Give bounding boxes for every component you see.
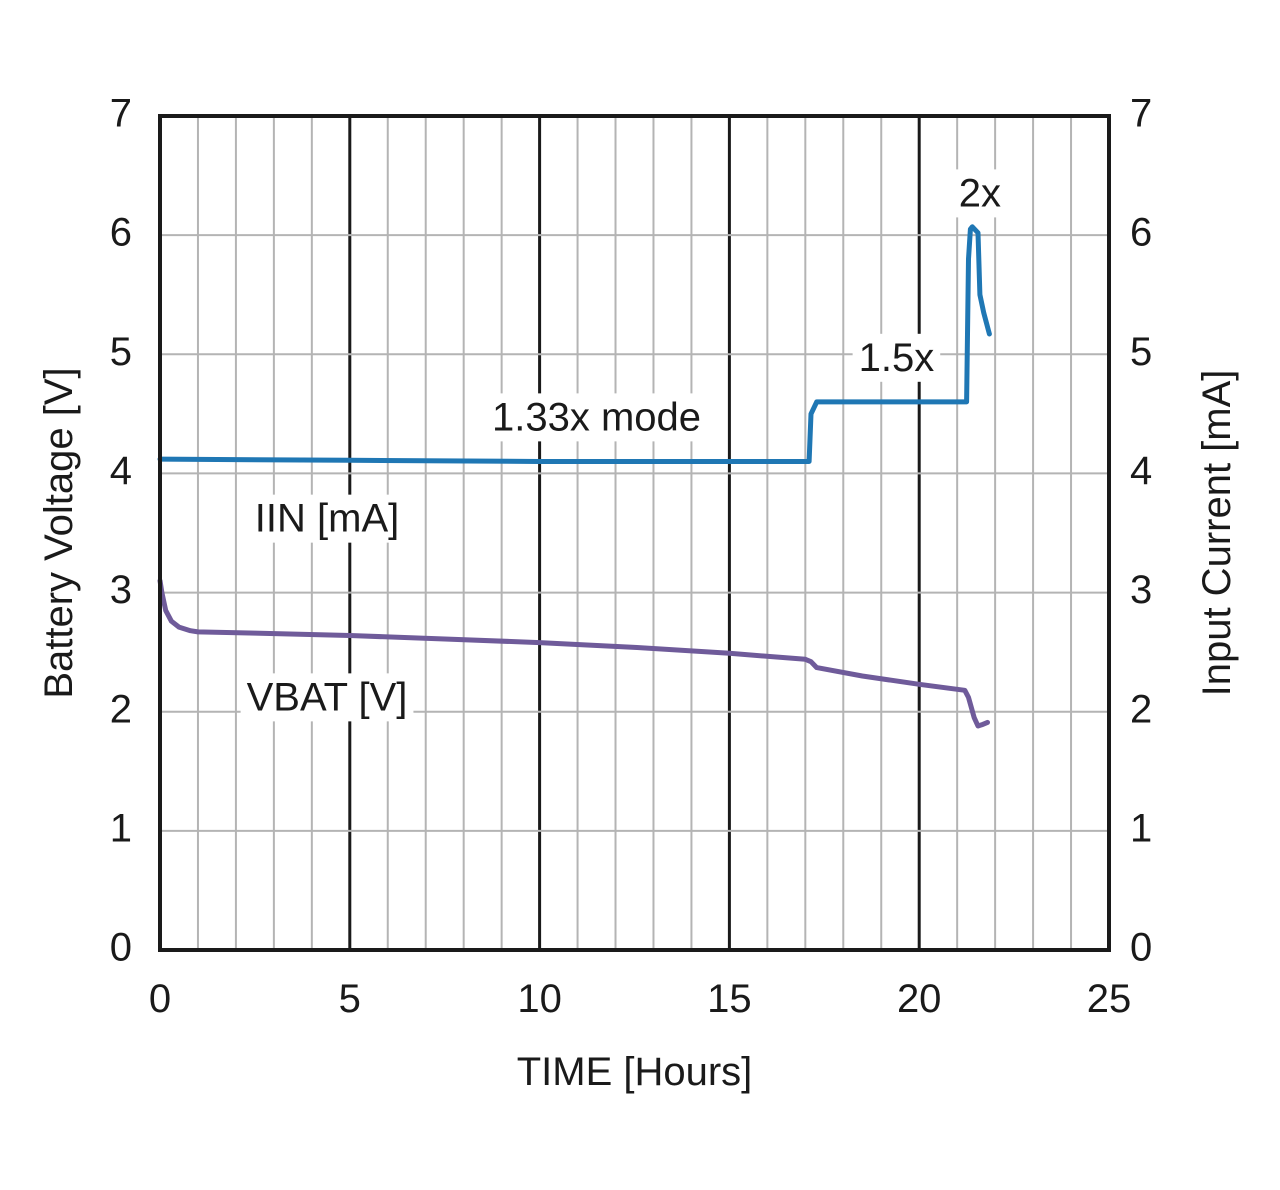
x-tick-label: 25 <box>1087 977 1132 1021</box>
series-line-vbat <box>157 578 990 729</box>
annotation-label-background <box>240 673 414 722</box>
y-right-tick-label: 7 <box>1130 92 1152 136</box>
x-tick-label: 5 <box>339 977 361 1021</box>
series-line-iin <box>157 224 992 464</box>
annotation-labels: 1.33x mode 1.5x 2x IIN [mA] VBAT [V] <box>240 169 1008 722</box>
annotation-label: VBAT [V] <box>247 675 408 719</box>
y-left-tick-label: 1 <box>110 806 132 850</box>
annotation-label-background <box>248 494 406 543</box>
x-tick-label: 15 <box>707 977 752 1021</box>
annotation-label: 2x <box>959 171 1001 215</box>
y-right-tick-labels: 0 1 2 3 4 5 6 7 <box>1130 92 1152 970</box>
annotation-label: 1.5x <box>859 336 935 380</box>
y-left-tick-label: 6 <box>110 211 132 255</box>
y-left-tick-label: 2 <box>110 687 132 731</box>
annotation-label-background <box>486 393 708 442</box>
y-left-tick-label: 5 <box>110 330 132 374</box>
y-right-tick-label: 5 <box>1130 330 1152 374</box>
x-tick-label: 20 <box>897 977 942 1021</box>
y-right-axis-title: Input Current [mA] <box>1195 370 1239 697</box>
y-left-tick-label: 4 <box>110 449 132 493</box>
y-left-tick-label: 3 <box>110 568 132 612</box>
grid-lines <box>160 116 1109 950</box>
annotation-label-background <box>952 169 1008 218</box>
x-tick-label: 0 <box>149 977 171 1021</box>
y-left-tick-label: 0 <box>110 926 132 970</box>
y-right-tick-label: 4 <box>1130 449 1152 493</box>
y-right-tick-label: 2 <box>1130 687 1152 731</box>
y-right-tick-label: 6 <box>1130 211 1152 255</box>
y-right-tick-label: 0 <box>1130 926 1152 970</box>
plot-frame <box>158 114 1111 952</box>
annotation-label: 1.33x mode <box>492 395 701 439</box>
y-right-tick-label: 3 <box>1130 568 1152 612</box>
x-tick-labels: 0 5 10 15 20 25 <box>149 977 1131 1021</box>
y-left-axis-title: Battery Voltage [V] <box>37 367 81 698</box>
x-axis-title: TIME [Hours] <box>517 1050 753 1094</box>
y-left-tick-label: 7 <box>110 92 132 136</box>
y-right-tick-label: 1 <box>1130 806 1152 850</box>
annotation-label: IIN [mA] <box>255 497 399 541</box>
y-left-tick-labels: 0 1 2 3 4 5 6 7 <box>110 92 132 970</box>
annotation-label-background <box>852 333 941 382</box>
series-lines <box>157 224 992 729</box>
x-tick-label: 10 <box>517 977 562 1021</box>
